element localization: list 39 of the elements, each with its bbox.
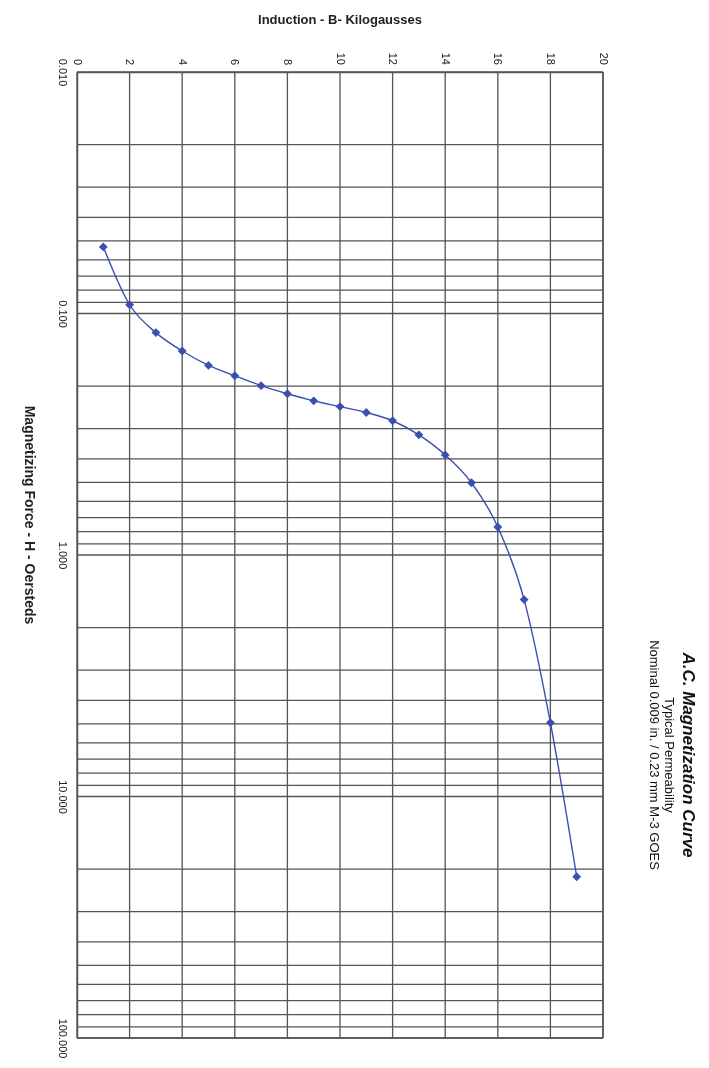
point [151, 328, 161, 338]
x-tick-label: 8 [282, 58, 295, 65]
point [98, 242, 108, 252]
y-tick-label: 0.010 [57, 58, 70, 87]
point [467, 478, 476, 488]
text: Typical Permeability Nominal 0.009 in. / 0.23 mm M-3 GOES [647, 640, 677, 871]
x-tick-label: 14 [439, 52, 452, 65]
point [282, 389, 292, 399]
x-tick-label: 10 [334, 52, 347, 65]
x-tick-label: 0 [71, 58, 84, 65]
point [388, 416, 398, 426]
y-tick-label: 100.000 [57, 1018, 70, 1059]
point [204, 360, 213, 370]
point [414, 430, 424, 440]
point [493, 522, 503, 532]
y-tick-label: 0.100 [57, 300, 70, 328]
x-axis-title: Induction - B- Kilogausses [258, 12, 422, 27]
x-tick-label: 6 [229, 58, 242, 65]
y-tick-label: 10.000 [57, 780, 70, 814]
x-tick-label: 2 [124, 58, 137, 65]
point [361, 408, 371, 417]
point [572, 872, 582, 882]
point [177, 346, 187, 356]
y-axis-title: Magnetizing Force - H - Oersteds [22, 405, 38, 625]
point [125, 300, 135, 310]
x-tick-label: 18 [545, 52, 558, 65]
x-tick-label: 16 [492, 52, 505, 65]
x-tick-label: 12 [387, 52, 400, 65]
point [309, 396, 319, 406]
x-tick-label: 4 [176, 58, 189, 65]
point [440, 450, 450, 460]
text: A.C. Magnetization Curve [679, 651, 698, 858]
y-tick-label: 1.000 [57, 541, 70, 570]
point [335, 402, 345, 412]
point [230, 371, 240, 381]
x-tick-label: 20 [597, 52, 610, 65]
point [545, 718, 555, 728]
point [519, 595, 529, 605]
point [256, 381, 266, 391]
